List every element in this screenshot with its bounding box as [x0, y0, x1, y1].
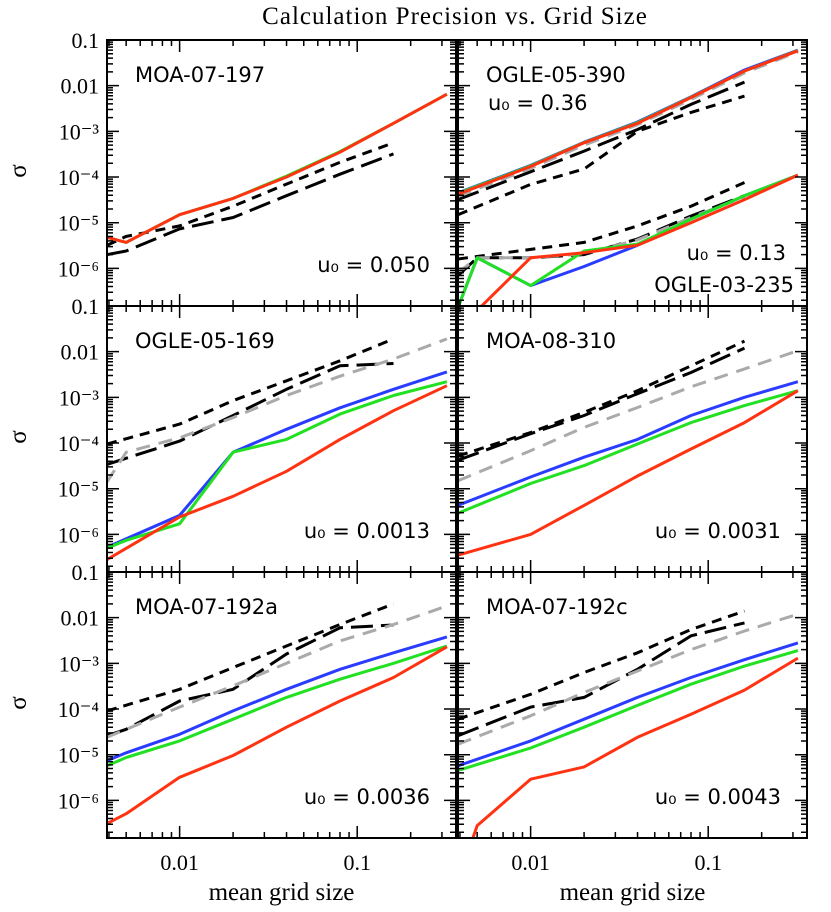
y-tick-label: 10⁻³ — [59, 651, 100, 676]
series-line-black-long — [458, 80, 746, 202]
panel-frame — [106, 571, 457, 839]
series-line-black-short — [107, 337, 395, 446]
axis-text: 0.1 0.01 10⁻³ 10⁻⁴ 10⁻⁵ 10⁻⁶ σ 0.1 0.01 10⁻³ 10⁻⁴ 1… — [5, 28, 722, 906]
axis-ticks — [458, 39, 807, 306]
series-line-green-solid — [458, 649, 799, 772]
axis-ticks — [107, 571, 456, 838]
y-tick-label: 0.1 — [72, 560, 100, 585]
panel-1: MOA-07-197 u₀ = 0.050 — [106, 39, 457, 307]
y-axis-label: σ — [5, 164, 32, 178]
panel-6: MOA-07-192c u₀ = 0.0043 — [457, 571, 808, 839]
x-tick-label: 0.1 — [694, 850, 722, 875]
panel-label-u0-upper: u₀ = 0.36 — [488, 91, 587, 115]
series-line-blue-solid — [458, 641, 799, 768]
series-line-red-solid — [471, 656, 799, 838]
series-line-red-solid — [458, 389, 799, 557]
y-tick-label: 10⁻⁵ — [58, 211, 99, 236]
series-line-blue-solid — [107, 635, 448, 763]
series-line-green-solid — [458, 389, 799, 515]
series-line-blue-solid — [107, 370, 448, 549]
panel-label-name: OGLE-05-390 — [486, 63, 626, 87]
y-tick-label: 0.01 — [61, 74, 100, 99]
y-tick-label: 0.1 — [72, 28, 100, 53]
series-line-red-solid — [479, 173, 799, 306]
y-tick-label: 10⁻⁴ — [58, 697, 100, 722]
y-axis-label: σ — [5, 696, 32, 710]
y-tick-label: 10⁻⁶ — [58, 788, 99, 813]
y-tick-label: 10⁻³ — [59, 119, 100, 144]
x-axis-label: mean grid size — [209, 879, 355, 906]
series-line-black-long — [107, 623, 394, 738]
panel-frame — [457, 571, 808, 839]
panel-label-name: OGLE-05-169 — [135, 329, 275, 353]
panel-label-name: MOA-07-197 — [135, 63, 265, 87]
series-line-black-long — [458, 346, 746, 462]
series-line-black-long — [107, 362, 394, 466]
y-tick-label: 0.01 — [61, 340, 100, 365]
axis-ticks — [458, 571, 807, 838]
series-line-red-solid — [107, 92, 448, 244]
panel-2: OGLE-05-390 u₀ = 0.36 u₀ = 0.13 OGLE-03-235 — [457, 39, 808, 307]
y-tick-label: 0.01 — [61, 606, 100, 631]
x-tick-label: 0.01 — [160, 850, 199, 875]
y-tick-label: 10⁻⁶ — [58, 522, 99, 547]
panel-5: MOA-07-192a u₀ = 0.0036 — [106, 571, 457, 839]
series-line-green-solid — [107, 380, 448, 550]
x-axis-label: mean grid size — [560, 879, 706, 906]
y-tick-label: 10⁻³ — [59, 385, 100, 410]
y-tick-label: 10⁻⁵ — [58, 743, 99, 768]
panel-4: MOA-08-310 u₀ = 0.0031 — [457, 305, 808, 573]
panel-label-u0: u₀ = 0.0036 — [304, 785, 430, 809]
series-line-green-solid — [107, 92, 448, 244]
y-tick-label: 10⁻⁴ — [58, 165, 100, 190]
series-line-black-short — [107, 141, 395, 247]
panel-label-u0-lower: u₀ = 0.13 — [687, 241, 786, 265]
panel-label-name: MOA-07-192a — [135, 595, 278, 619]
series-line-black-short — [458, 181, 746, 261]
panel-label-name: MOA-08-310 — [486, 329, 616, 353]
series-line-black-long — [107, 152, 395, 257]
series-line-red-solid — [107, 645, 448, 825]
axis-ticks — [107, 305, 456, 572]
y-tick-label: 10⁻⁵ — [58, 477, 99, 502]
panel-label-name-lower: OGLE-03-235 — [654, 273, 794, 297]
series-line-green-solid — [107, 644, 448, 768]
panel-label-name: MOA-07-192c — [486, 595, 628, 619]
series-line-black-short — [107, 602, 395, 713]
panel-label-u0: u₀ = 0.0031 — [655, 519, 781, 543]
x-tick-label: 0.01 — [511, 850, 550, 875]
series-line-gray-gray — [458, 612, 799, 746]
series-line-red-solid — [458, 49, 799, 196]
x-tick-label: 0.1 — [343, 850, 371, 875]
y-tick-label: 10⁻⁶ — [58, 256, 99, 281]
panel-label-u0: u₀ = 0.050 — [317, 253, 430, 277]
series-line-black-short — [458, 609, 745, 721]
y-axis-label: σ — [5, 430, 32, 444]
series-line-black-long — [458, 194, 746, 277]
chart-title: Calculation Precision vs. Grid Size — [262, 3, 648, 30]
axis-ticks — [107, 39, 456, 306]
series-line-gray-gray — [458, 349, 799, 483]
series-line-gray-gray — [107, 604, 448, 739]
y-tick-label: 10⁻⁴ — [58, 431, 100, 456]
panel-3: OGLE-05-169 u₀ = 0.0013 — [106, 305, 457, 573]
axis-ticks — [458, 305, 807, 572]
panel-label-u0: u₀ = 0.0013 — [304, 519, 430, 543]
panels: MOA-07-197 u₀ = 0.050 OGLE-05-390 u₀ = 0.36… — [106, 39, 808, 839]
series-line-gray-gray — [107, 337, 448, 483]
series-line-black-short — [458, 339, 746, 458]
series-line-red-solid — [107, 384, 448, 561]
panel-label-u0: u₀ = 0.0043 — [655, 785, 781, 809]
series-line-blue-solid — [458, 380, 799, 507]
y-tick-label: 0.1 — [72, 294, 100, 319]
